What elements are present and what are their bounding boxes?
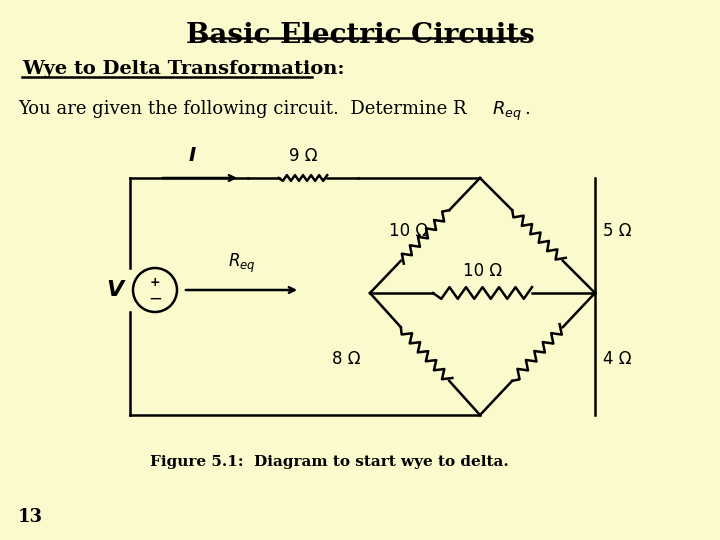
Text: Basic Electric Circuits: Basic Electric Circuits — [186, 22, 534, 49]
Text: −: − — [148, 290, 162, 308]
Text: 10 Ω: 10 Ω — [463, 262, 502, 280]
Text: You are given the following circuit.  Determine R: You are given the following circuit. Det… — [18, 100, 467, 118]
Text: 10 Ω: 10 Ω — [389, 221, 428, 240]
Text: 4 Ω: 4 Ω — [603, 350, 631, 368]
Text: Wye to Delta Transformation:: Wye to Delta Transformation: — [22, 60, 344, 78]
Text: .: . — [524, 100, 530, 118]
Text: V: V — [107, 280, 124, 300]
Text: Figure 5.1:  Diagram to start wye to delta.: Figure 5.1: Diagram to start wye to delt… — [150, 455, 509, 469]
Text: I: I — [189, 146, 196, 165]
Text: $R_{eq}$: $R_{eq}$ — [492, 100, 522, 123]
Text: 9 Ω: 9 Ω — [289, 147, 318, 165]
Text: $R_{eq}$: $R_{eq}$ — [228, 252, 256, 275]
Text: 5 Ω: 5 Ω — [603, 221, 631, 240]
Text: +: + — [150, 275, 161, 288]
Text: 13: 13 — [18, 508, 43, 526]
Text: 8 Ω: 8 Ω — [331, 350, 360, 368]
